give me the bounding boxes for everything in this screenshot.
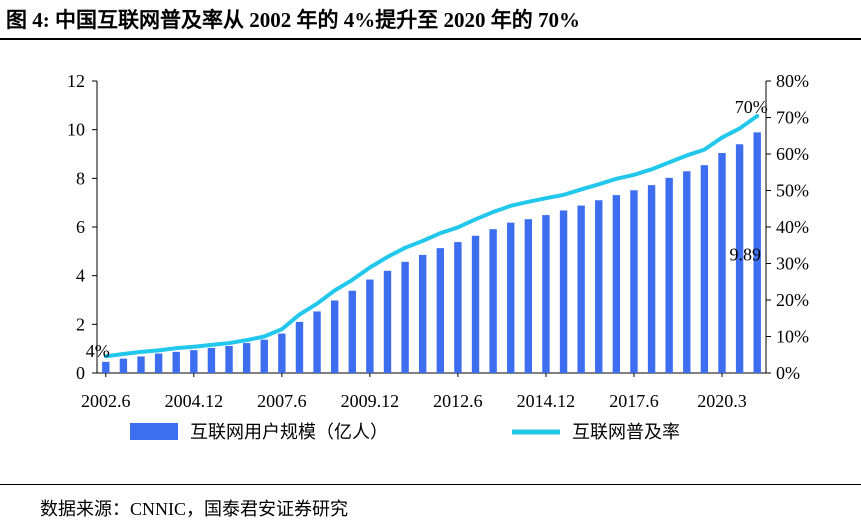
bar — [260, 339, 268, 373]
bar — [278, 333, 286, 373]
bar — [436, 248, 444, 373]
legend: 互联网用户规模（亿人） 互联网普及率 — [130, 422, 680, 442]
x-tick-label: 2017.6 — [609, 391, 659, 411]
bar — [630, 190, 638, 373]
y-left-tick-label: 12 — [67, 71, 85, 91]
bar — [190, 350, 198, 373]
bar — [348, 290, 356, 373]
bar — [102, 361, 110, 373]
y-right-tick-label: 30% — [776, 254, 809, 274]
x-tick-label: 2002.6 — [81, 391, 131, 411]
bar — [225, 345, 233, 373]
bar — [507, 222, 515, 373]
bar — [242, 343, 251, 373]
bar — [489, 229, 497, 373]
bar — [665, 177, 673, 373]
y-right-tick-label: 50% — [776, 181, 809, 201]
x-tick-label: 2014.12 — [517, 391, 576, 411]
bar — [612, 195, 621, 373]
bar — [542, 215, 550, 373]
annotation-end-users: 9.89 — [729, 244, 761, 264]
y-right-tick-label: 80% — [776, 71, 809, 91]
x-tick-label: 2020.3 — [697, 391, 747, 411]
legend-label-rate: 互联网普及率 — [572, 422, 680, 442]
legend-label-users: 互联网用户规模（亿人） — [190, 422, 388, 442]
x-tick-label: 2012.6 — [433, 391, 483, 411]
bar — [454, 242, 462, 373]
y-right-tick-label: 40% — [776, 217, 809, 237]
bar — [366, 279, 374, 373]
bar — [683, 171, 691, 373]
y-left-tick-label: 10 — [67, 120, 85, 140]
bar — [119, 358, 128, 373]
page-title: 图 4: 中国互联网普及率从 2002 年的 4%提升至 2020 年的 70% — [6, 8, 580, 32]
bar — [471, 235, 480, 373]
bar — [330, 300, 339, 373]
axis-labels: 0 2 4 6 8 10 12 0% 10% 20% 30% 40% 50% 60% 70% 80% 2002.… — [67, 71, 809, 411]
bar-series — [102, 132, 761, 373]
y-right-tick-label: 20% — [776, 290, 809, 310]
y-left-tick-label: 8 — [76, 168, 85, 188]
x-tick-label: 2007.6 — [257, 391, 307, 411]
x-tick-label: 2009.12 — [341, 391, 400, 411]
bar — [753, 132, 761, 373]
y-right-tick-label: 70% — [776, 108, 809, 128]
y-left-tick-label: 2 — [76, 314, 85, 334]
x-tick-label: 2004.12 — [165, 391, 224, 411]
y-right-tick-label: 60% — [776, 144, 809, 164]
line-series — [103, 114, 760, 359]
bar — [172, 351, 180, 373]
bar — [137, 356, 145, 373]
bar — [577, 205, 585, 373]
bar — [700, 165, 709, 373]
annotation-start-rate: 4% — [86, 341, 110, 361]
bar — [419, 254, 427, 373]
bar — [313, 311, 321, 373]
penetration-line — [103, 114, 760, 359]
bar — [207, 347, 216, 373]
bar — [559, 210, 568, 373]
bar — [401, 261, 409, 373]
y-right-tick-label: 10% — [776, 327, 809, 347]
y-left-tick-label: 4 — [76, 266, 85, 286]
bar — [595, 200, 603, 373]
source-divider — [0, 484, 861, 485]
source-note: 数据来源：CNNIC，国泰君安证券研究 — [40, 499, 349, 519]
y-left-tick-label: 0 — [76, 363, 85, 383]
annotation-end-rate: 70% — [735, 97, 768, 117]
y-right-tick-label: 0% — [776, 363, 800, 383]
bar — [647, 185, 656, 373]
bar — [295, 321, 304, 373]
bar — [735, 144, 744, 373]
bar — [383, 270, 392, 373]
bar — [524, 219, 533, 373]
bar — [718, 153, 726, 373]
title-divider — [0, 38, 861, 40]
bar — [154, 353, 163, 373]
legend-swatch-users — [130, 423, 178, 440]
y-left-tick-label: 6 — [76, 217, 85, 237]
